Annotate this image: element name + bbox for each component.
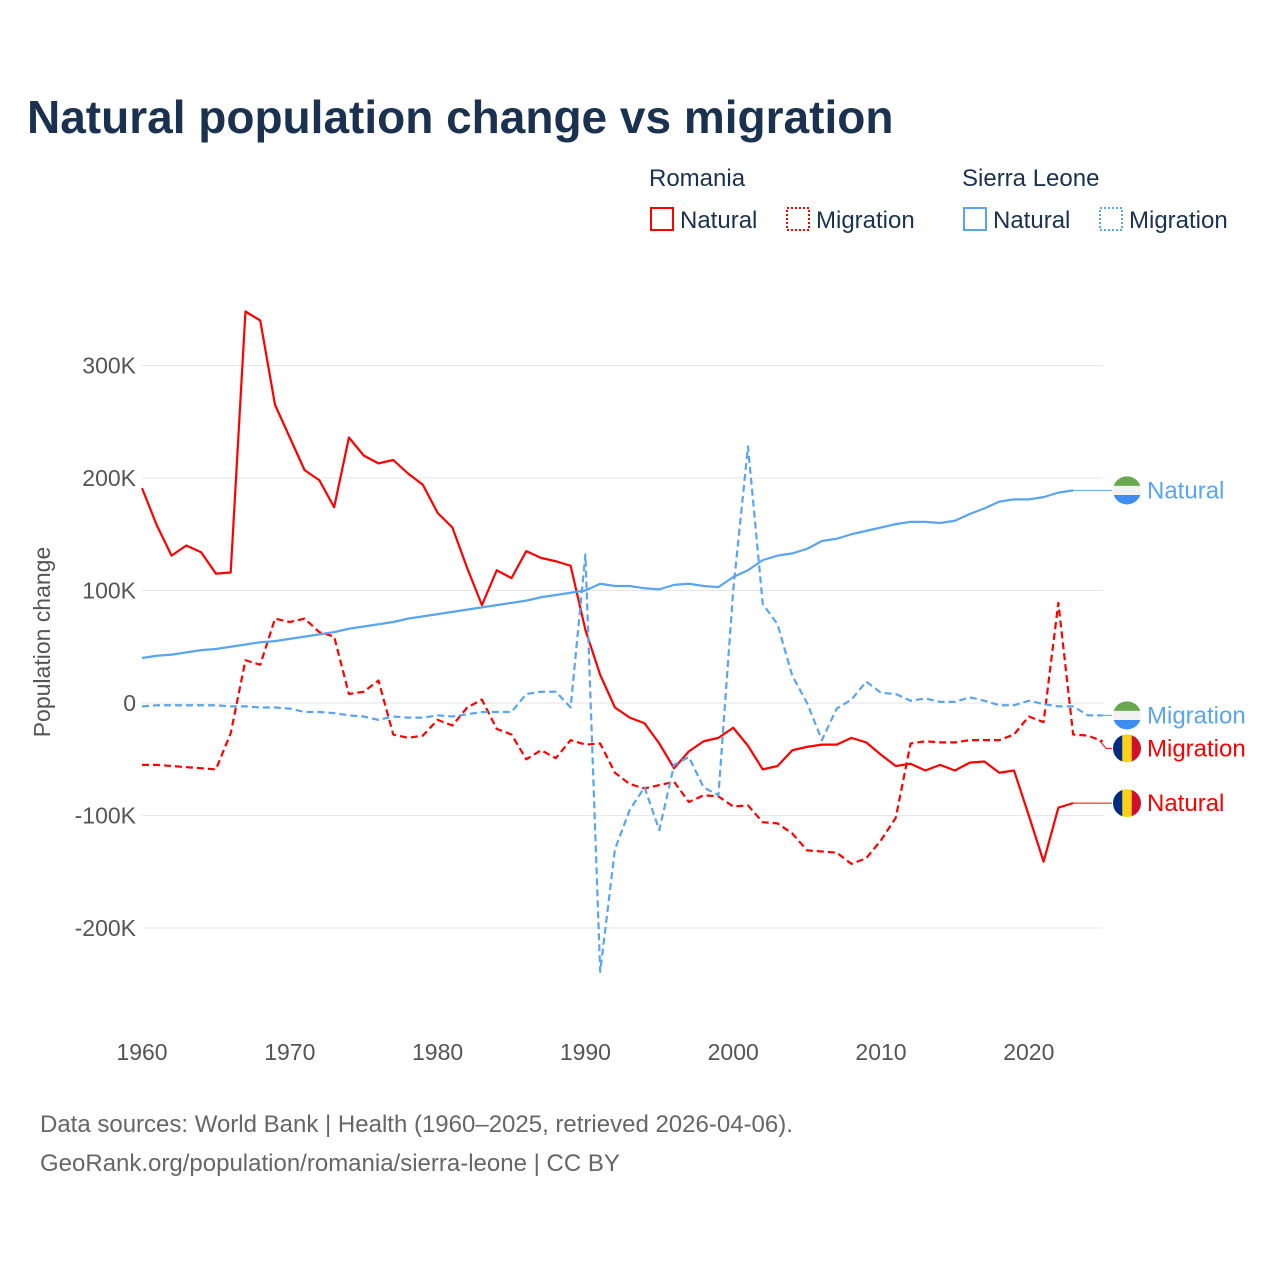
legend-group-sierra-leone: Sierra Leone <box>962 165 1099 192</box>
legend: Romania Natural Migration Sierra Leone N… <box>649 165 1228 234</box>
x-tick-label: 2000 <box>708 1039 759 1065</box>
legend-label[interactable]: Migration <box>1129 207 1228 234</box>
footer-sources: Data sources: World Bank | Health (1960–… <box>40 1111 793 1138</box>
x-tick-label: 2010 <box>855 1039 906 1065</box>
legend-swatch-sierra-leone-natural <box>963 207 987 231</box>
legend-label[interactable]: Migration <box>816 207 915 234</box>
series-line-romania-migration <box>142 601 1104 865</box>
end-label: Migration <box>1147 735 1246 762</box>
y-tick-label: -100K <box>75 803 137 829</box>
x-tick-label: 2020 <box>1003 1039 1054 1065</box>
x-tick-label: 1960 <box>116 1039 167 1065</box>
x-tick-label: 1980 <box>412 1039 463 1065</box>
label-connector <box>1098 740 1112 749</box>
y-axis-label: Population change <box>29 547 55 738</box>
footer-link[interactable]: GeoRank.org/population/romania/sierra-le… <box>40 1150 620 1177</box>
legend-swatch-romania-migration <box>786 207 810 231</box>
chart-title: Natural population change vs migration <box>27 91 893 143</box>
end-label: Migration <box>1147 702 1246 729</box>
y-tick-label: 300K <box>82 353 136 379</box>
series-line-sierra-leone-natural <box>141 489 1074 660</box>
sierra-leone-flag-icon <box>1113 476 1141 505</box>
legend-label[interactable]: Natural <box>993 207 1070 234</box>
y-tick-label: 100K <box>82 578 136 604</box>
legend-label[interactable]: Natural <box>680 207 757 234</box>
legend-swatch-sierra-leone-migration <box>1099 207 1123 231</box>
x-tick-label: 1970 <box>264 1039 315 1065</box>
y-tick-label: -200K <box>75 915 137 941</box>
end-label: Natural <box>1147 477 1224 504</box>
romania-flag-icon <box>1113 789 1141 818</box>
y-tick-label: 0 <box>123 690 136 716</box>
end-label: Natural <box>1147 790 1224 817</box>
x-tick-label: 1990 <box>560 1039 611 1065</box>
y-tick-label: 200K <box>82 465 136 491</box>
legend-group-romania: Romania <box>649 165 746 192</box>
legend-swatch-romania-natural <box>650 207 674 231</box>
romania-flag-icon <box>1113 734 1141 763</box>
series-line-sierra-leone-migration <box>141 445 1103 973</box>
sierra-leone-flag-icon <box>1113 701 1141 730</box>
series-line-romania-natural <box>140 310 1074 863</box>
